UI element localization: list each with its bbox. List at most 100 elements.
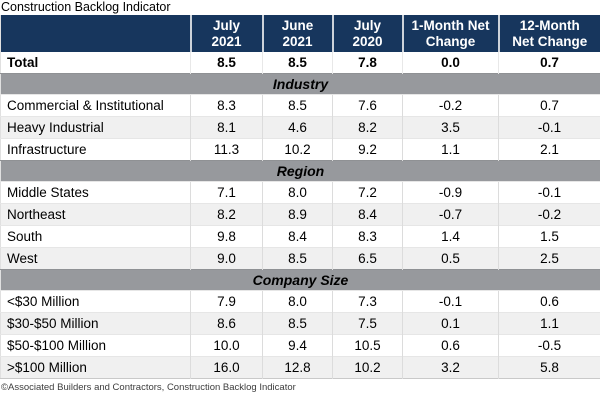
section-band-industry: Industry bbox=[0, 72, 600, 94]
row-label: West bbox=[0, 246, 191, 269]
cell-value: 7.6 bbox=[332, 93, 403, 116]
cell-value: 12.8 bbox=[262, 355, 333, 378]
table-row: $30-$50 Million 8.6 8.5 7.5 0.1 1.1 bbox=[0, 311, 600, 334]
cell-value: 7.1 bbox=[190, 180, 263, 203]
cell-value: 2.5 bbox=[498, 246, 600, 269]
header-july-2020: July 2020 bbox=[331, 15, 403, 52]
row-label: <$30 Million bbox=[0, 289, 191, 312]
row-label: >$100 Million bbox=[0, 355, 191, 378]
cell-value: 8.6 bbox=[190, 311, 263, 334]
cell-value: 8.5 bbox=[190, 52, 263, 73]
cell-value: -0.2 bbox=[402, 93, 499, 116]
cell-value: 8.5 bbox=[262, 52, 333, 73]
row-label: Commercial & Institutional bbox=[0, 93, 191, 116]
cell-value: 0.7 bbox=[498, 93, 600, 116]
cell-value: 8.9 bbox=[262, 202, 333, 225]
cell-value: 8.4 bbox=[262, 224, 333, 247]
cell-value: 0.1 bbox=[402, 311, 499, 334]
cell-value: 1.5 bbox=[498, 224, 600, 247]
cell-value: 7.5 bbox=[332, 311, 403, 334]
cell-value: 4.6 bbox=[262, 115, 333, 138]
header-12-month-net-change: 12-Month Net Change bbox=[497, 15, 600, 52]
row-label: South bbox=[0, 224, 191, 247]
cell-value: 1.1 bbox=[498, 311, 600, 334]
cell-value: 8.2 bbox=[190, 202, 263, 225]
cell-value: -0.9 bbox=[402, 180, 499, 203]
cell-value: 10.0 bbox=[190, 333, 263, 356]
backlog-table: July 2021 June 2021 July 2020 1-Month Ne… bbox=[0, 15, 600, 379]
table-header-row: July 2021 June 2021 July 2020 1-Month Ne… bbox=[0, 15, 600, 52]
cell-value: 0.7 bbox=[498, 52, 600, 73]
cell-value: 8.2 bbox=[332, 115, 403, 138]
row-label: Infrastructure bbox=[0, 137, 191, 160]
cell-value: -0.1 bbox=[498, 180, 600, 203]
row-label: $30-$50 Million bbox=[0, 311, 191, 334]
cell-value: -0.1 bbox=[498, 115, 600, 138]
cell-value: 8.3 bbox=[190, 93, 263, 116]
cell-value: -0.5 bbox=[498, 333, 600, 356]
cell-value: 8.5 bbox=[262, 246, 333, 269]
cell-value: 8.1 bbox=[190, 115, 263, 138]
header-june-2021: June 2021 bbox=[261, 15, 333, 52]
cell-value: 1.4 bbox=[402, 224, 499, 247]
table-row-total: Total 8.5 8.5 7.8 0.0 0.7 bbox=[0, 52, 600, 73]
cell-value: 7.9 bbox=[190, 289, 263, 312]
table-row: Infrastructure 11.3 10.2 9.2 1.1 2.1 bbox=[0, 137, 600, 160]
header-blank-cell bbox=[0, 15, 191, 52]
cell-value: 10.5 bbox=[332, 333, 403, 356]
cell-value: 7.8 bbox=[332, 52, 403, 73]
header-1-month-net-change: 1-Month Net Change bbox=[401, 15, 499, 52]
cell-value: 7.3 bbox=[332, 289, 403, 312]
cell-value: 8.5 bbox=[262, 93, 333, 116]
cell-value: 1.1 bbox=[402, 137, 499, 160]
section-band-company-size: Company Size bbox=[0, 268, 600, 290]
cell-value: 0.5 bbox=[402, 246, 499, 269]
section-band-region: Region bbox=[0, 159, 600, 181]
cell-value: 5.8 bbox=[498, 355, 600, 378]
table-row: Northeast 8.2 8.9 8.4 -0.7 -0.2 bbox=[0, 202, 600, 225]
cell-value: 8.5 bbox=[262, 311, 333, 334]
cell-value: -0.2 bbox=[498, 202, 600, 225]
section-label: Company Size bbox=[0, 268, 600, 290]
cell-value: 9.2 bbox=[332, 137, 403, 160]
table-row: Heavy Industrial 8.1 4.6 8.2 3.5 -0.1 bbox=[0, 115, 600, 138]
table-row: Middle States 7.1 8.0 7.2 -0.9 -0.1 bbox=[0, 180, 600, 203]
cell-value: 3.5 bbox=[402, 115, 499, 138]
cell-value: 8.0 bbox=[262, 180, 333, 203]
table-row: South 9.8 8.4 8.3 1.4 1.5 bbox=[0, 224, 600, 247]
cell-value: 8.4 bbox=[332, 202, 403, 225]
cell-value: 8.0 bbox=[262, 289, 333, 312]
cell-value: 0.6 bbox=[498, 289, 600, 312]
cell-value: 8.3 bbox=[332, 224, 403, 247]
cell-value: 3.2 bbox=[402, 355, 499, 378]
cell-value: 7.2 bbox=[332, 180, 403, 203]
source-attribution: ©Associated Builders and Contractors, Co… bbox=[1, 381, 296, 393]
cell-value: 9.4 bbox=[262, 333, 333, 356]
cell-value: 16.0 bbox=[190, 355, 263, 378]
table-row: >$100 Million 16.0 12.8 10.2 3.2 5.8 bbox=[0, 355, 600, 378]
section-label: Industry bbox=[0, 72, 600, 94]
cell-value: 9.8 bbox=[190, 224, 263, 247]
row-label: Northeast bbox=[0, 202, 191, 225]
cell-value: 0.0 bbox=[402, 52, 499, 73]
cell-value: 10.2 bbox=[262, 137, 333, 160]
cell-value: 2.1 bbox=[498, 137, 600, 160]
cell-value: -0.7 bbox=[402, 202, 499, 225]
table-row: <$30 Million 7.9 8.0 7.3 -0.1 0.6 bbox=[0, 289, 600, 312]
cell-value: 0.6 bbox=[402, 333, 499, 356]
row-label: Total bbox=[0, 52, 191, 73]
row-label: $50-$100 Million bbox=[0, 333, 191, 356]
section-label: Region bbox=[0, 159, 600, 181]
header-july-2021: July 2021 bbox=[189, 15, 263, 52]
page-title: Construction Backlog Indicator bbox=[1, 0, 171, 14]
table-row: West 9.0 8.5 6.5 0.5 2.5 bbox=[0, 246, 600, 269]
table-row: Commercial & Institutional 8.3 8.5 7.6 -… bbox=[0, 93, 600, 116]
cell-value: 11.3 bbox=[190, 137, 263, 160]
row-label: Heavy Industrial bbox=[0, 115, 191, 138]
cell-value: 6.5 bbox=[332, 246, 403, 269]
cell-value: -0.1 bbox=[402, 289, 499, 312]
row-label: Middle States bbox=[0, 180, 191, 203]
cell-value: 9.0 bbox=[190, 246, 263, 269]
cell-value: 10.2 bbox=[332, 355, 403, 378]
